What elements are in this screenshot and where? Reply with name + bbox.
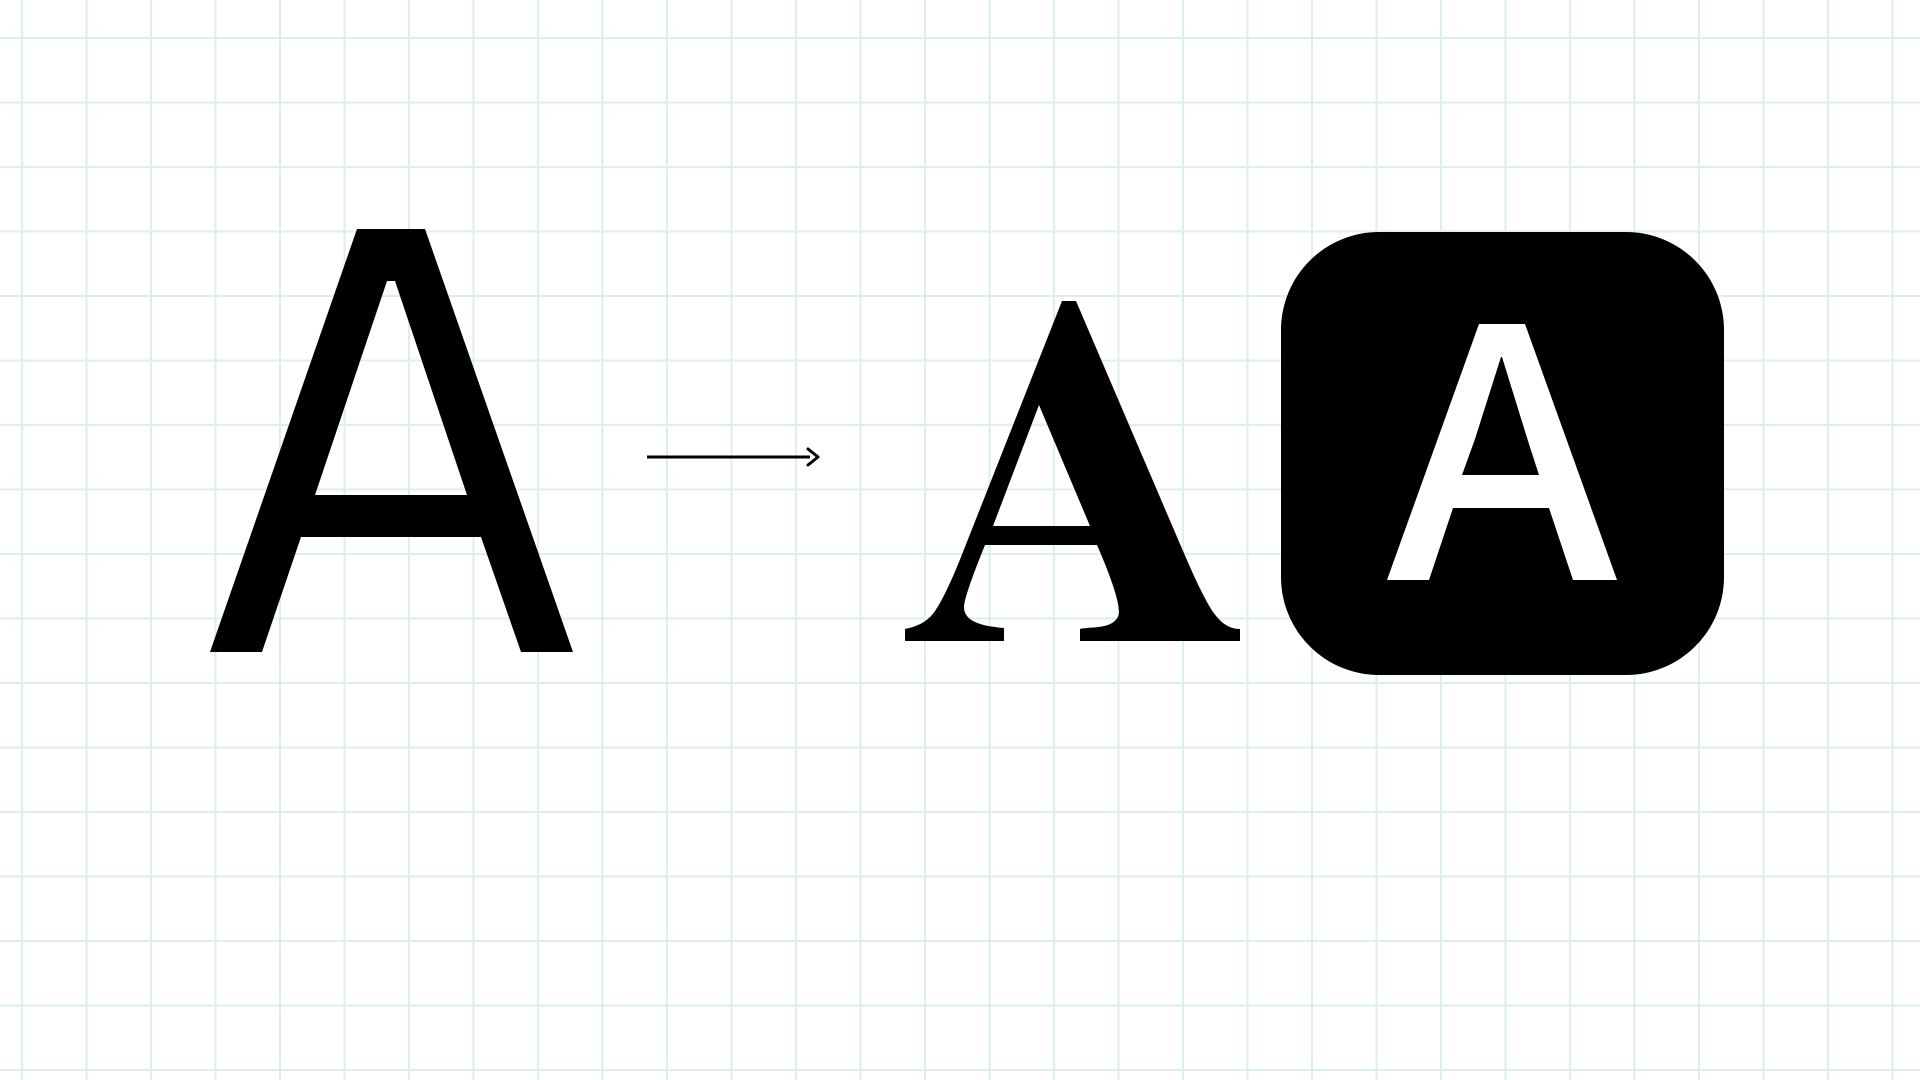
letter-a-serif-glyph <box>905 301 1240 641</box>
letter-a-sans-shape <box>210 229 573 652</box>
app-icon <box>1280 231 1725 676</box>
badge-rounded-square <box>1281 232 1724 675</box>
arrow-head <box>806 447 820 467</box>
stencil-a-badge-graphic <box>1281 232 1724 675</box>
letter-a-sans-glyph <box>210 229 573 652</box>
stencil-a-upper-shape <box>1387 324 1617 580</box>
arrow-right-icon <box>647 447 820 467</box>
letter-a-serif-shape <box>905 301 1240 641</box>
